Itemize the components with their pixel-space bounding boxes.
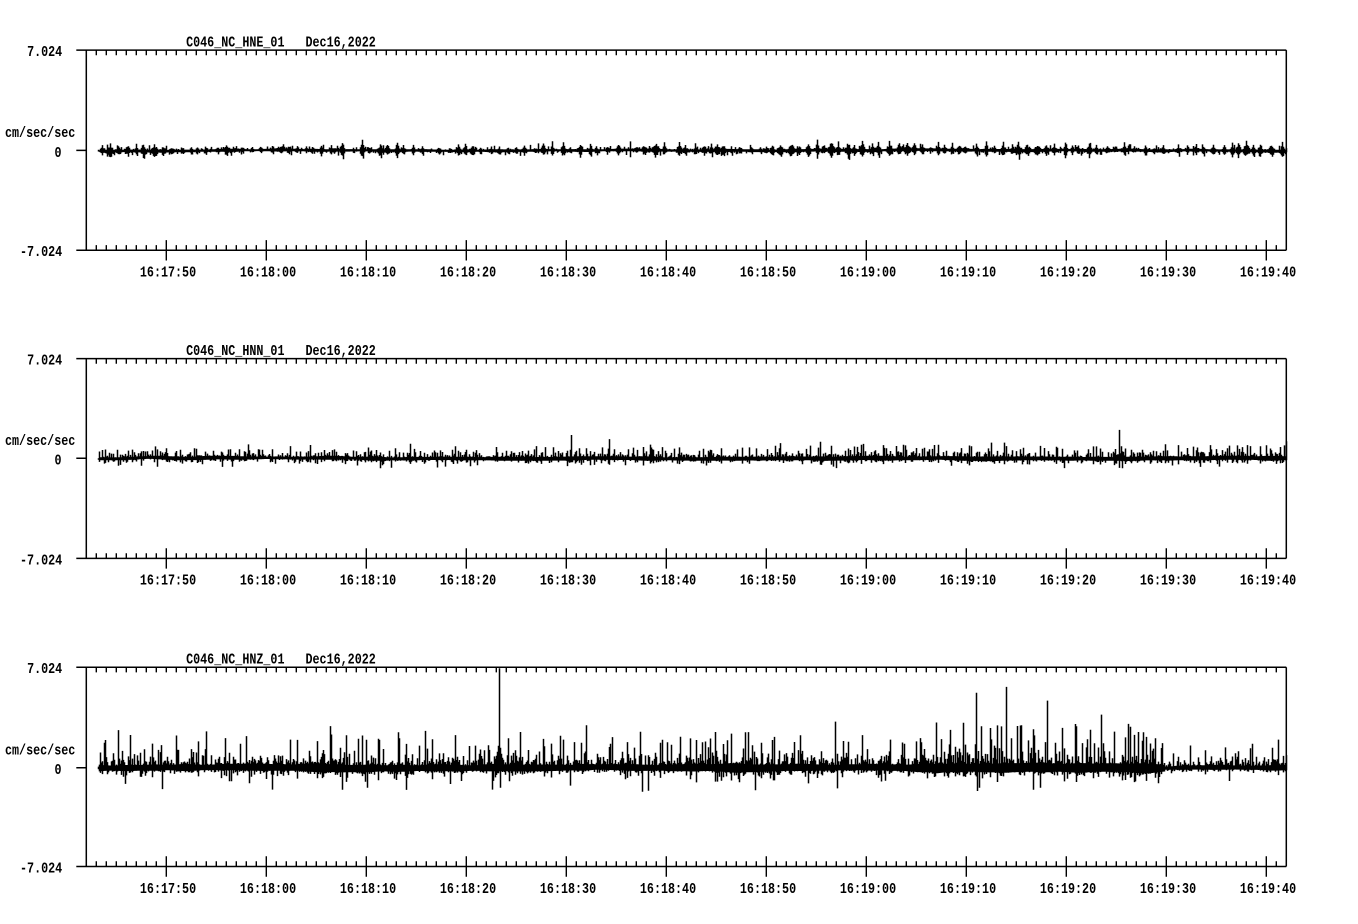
svg-text:C046_NC_HNZ_01: C046_NC_HNZ_01	[186, 652, 284, 668]
svg-text:16:18:30: 16:18:30	[540, 266, 596, 282]
svg-text:C046_NC_HNN_01: C046_NC_HNN_01	[186, 344, 284, 360]
svg-text:cm/sec/sec: cm/sec/sec	[5, 126, 75, 142]
svg-text:-7.024: -7.024	[20, 553, 63, 569]
svg-text:0: 0	[55, 763, 62, 779]
svg-text:16:19:20: 16:19:20	[1040, 882, 1096, 898]
svg-text:16:18:10: 16:18:10	[340, 574, 396, 590]
svg-text:16:18:50: 16:18:50	[740, 574, 796, 590]
svg-text:16:19:20: 16:19:20	[1040, 574, 1096, 590]
svg-text:16:18:40: 16:18:40	[640, 266, 696, 282]
svg-text:cm/sec/sec: cm/sec/sec	[5, 434, 75, 450]
svg-text:16:19:00: 16:19:00	[840, 574, 896, 590]
svg-text:16:19:30: 16:19:30	[1140, 266, 1196, 282]
svg-text:0: 0	[55, 454, 62, 470]
svg-text:16:19:00: 16:19:00	[840, 882, 896, 898]
svg-text:16:19:10: 16:19:10	[940, 266, 996, 282]
svg-text:16:18:50: 16:18:50	[740, 266, 796, 282]
svg-text:16:19:30: 16:19:30	[1140, 882, 1196, 898]
svg-text:16:18:00: 16:18:00	[240, 574, 296, 590]
svg-text:-7.024: -7.024	[20, 245, 63, 261]
svg-text:16:18:40: 16:18:40	[640, 882, 696, 898]
svg-text:16:19:40: 16:19:40	[1240, 882, 1296, 898]
svg-text:16:18:30: 16:18:30	[540, 882, 596, 898]
svg-text:16:19:20: 16:19:20	[1040, 266, 1096, 282]
svg-text:16:19:40: 16:19:40	[1240, 266, 1296, 282]
svg-text:16:18:30: 16:18:30	[540, 574, 596, 590]
svg-text:C046_NC_HNE_01: C046_NC_HNE_01	[186, 35, 284, 51]
svg-text:16:19:10: 16:19:10	[940, 574, 996, 590]
svg-text:16:18:10: 16:18:10	[340, 882, 396, 898]
svg-text:16:19:00: 16:19:00	[840, 266, 896, 282]
svg-text:7.024: 7.024	[27, 45, 62, 61]
svg-text:16:18:00: 16:18:00	[240, 882, 296, 898]
svg-text:16:17:50: 16:17:50	[140, 882, 196, 898]
svg-text:Dec16,2022: Dec16,2022	[306, 35, 376, 51]
svg-text:16:17:50: 16:17:50	[140, 574, 196, 590]
svg-text:16:18:20: 16:18:20	[440, 882, 496, 898]
svg-text:16:18:20: 16:18:20	[440, 266, 496, 282]
svg-text:16:19:30: 16:19:30	[1140, 574, 1196, 590]
svg-text:16:18:40: 16:18:40	[640, 574, 696, 590]
svg-text:16:18:10: 16:18:10	[340, 266, 396, 282]
svg-text:Dec16,2022: Dec16,2022	[306, 344, 376, 360]
svg-text:16:19:40: 16:19:40	[1240, 574, 1296, 590]
svg-text:-7.024: -7.024	[20, 861, 63, 877]
svg-text:7.024: 7.024	[27, 662, 62, 678]
svg-text:16:17:50: 16:17:50	[140, 266, 196, 282]
svg-text:cm/sec/sec: cm/sec/sec	[5, 744, 75, 760]
svg-text:0: 0	[55, 146, 62, 162]
svg-text:16:18:50: 16:18:50	[740, 882, 796, 898]
svg-text:16:18:20: 16:18:20	[440, 574, 496, 590]
svg-text:7.024: 7.024	[27, 353, 62, 369]
svg-text:16:18:00: 16:18:00	[240, 266, 296, 282]
svg-text:16:19:10: 16:19:10	[940, 882, 996, 898]
svg-text:Dec16,2022: Dec16,2022	[306, 652, 376, 668]
